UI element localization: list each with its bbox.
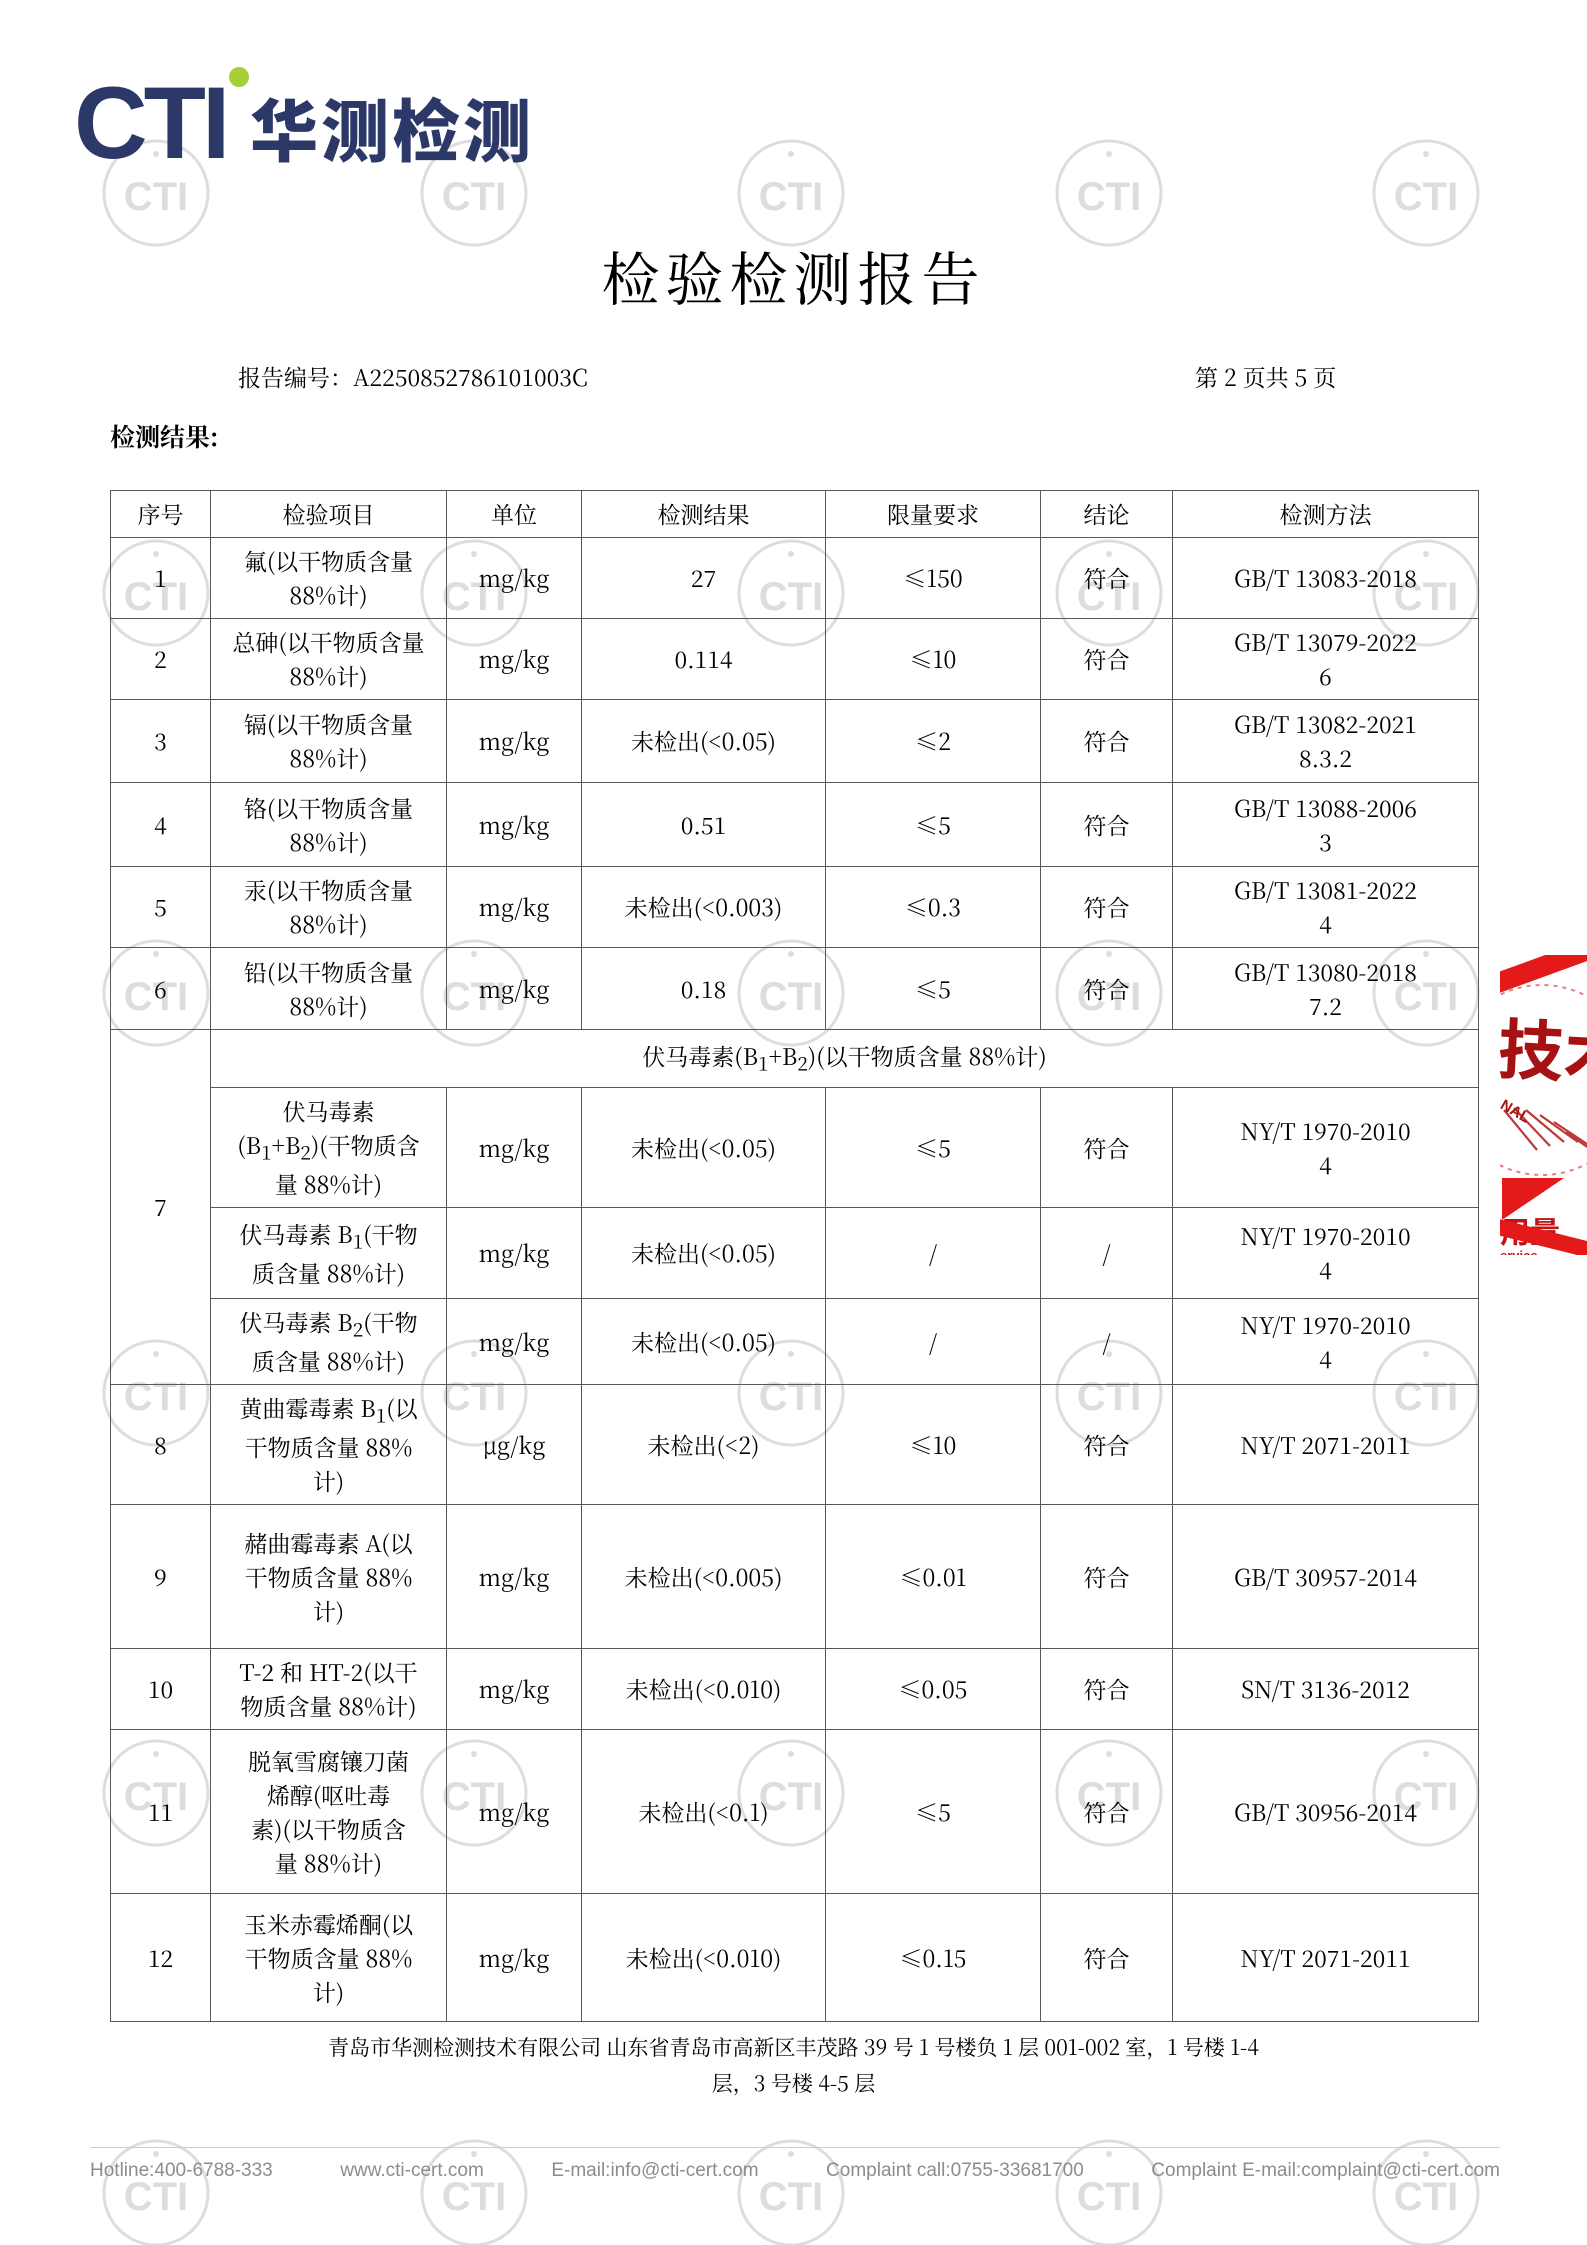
svg-text:CTI: CTI bbox=[759, 175, 823, 219]
svg-text:技术: 技术 bbox=[1500, 997, 1587, 1100]
svg-text:CTI: CTI bbox=[1076, 175, 1140, 219]
svg-text:CTI: CTI bbox=[78, 66, 226, 177]
svg-text:CTI: CTI bbox=[1394, 175, 1458, 219]
svg-text:华测检测: 华测检测 bbox=[250, 77, 534, 176]
svg-text:ervice: ervice bbox=[1500, 1248, 1538, 1255]
